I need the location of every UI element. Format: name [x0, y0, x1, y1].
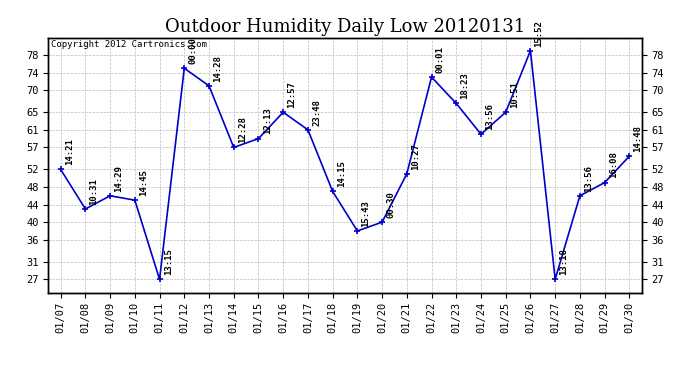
Text: 12:57: 12:57 [287, 81, 296, 108]
Text: Copyright 2012 Cartronics.com: Copyright 2012 Cartronics.com [51, 40, 207, 49]
Text: 14:15: 14:15 [337, 160, 346, 187]
Text: 23:48: 23:48 [312, 99, 321, 126]
Text: 13:18: 13:18 [560, 248, 569, 275]
Title: Outdoor Humidity Daily Low 20120131: Outdoor Humidity Daily Low 20120131 [165, 18, 525, 36]
Text: 14:28: 14:28 [213, 55, 222, 82]
Text: 14:21: 14:21 [65, 138, 74, 165]
Text: 13:56: 13:56 [485, 103, 494, 130]
Text: 16:08: 16:08 [609, 152, 618, 178]
Text: 15:52: 15:52 [535, 20, 544, 46]
Text: 14:48: 14:48 [633, 125, 642, 152]
Text: 12:13: 12:13 [263, 108, 272, 135]
Text: 10:27: 10:27 [411, 143, 420, 170]
Text: 15:43: 15:43 [362, 200, 371, 227]
Text: 18:23: 18:23 [460, 72, 469, 99]
Text: 13:56: 13:56 [584, 165, 593, 192]
Text: 10:51: 10:51 [510, 81, 519, 108]
Text: 10:31: 10:31 [90, 178, 99, 205]
Text: 14:45: 14:45 [139, 169, 148, 196]
Text: 13:15: 13:15 [164, 248, 172, 275]
Text: 00:30: 00:30 [386, 191, 395, 218]
Text: 00:01: 00:01 [435, 46, 444, 73]
Text: 00:00: 00:00 [188, 37, 197, 64]
Text: 14:29: 14:29 [115, 165, 124, 192]
Text: 12:28: 12:28 [238, 116, 247, 143]
